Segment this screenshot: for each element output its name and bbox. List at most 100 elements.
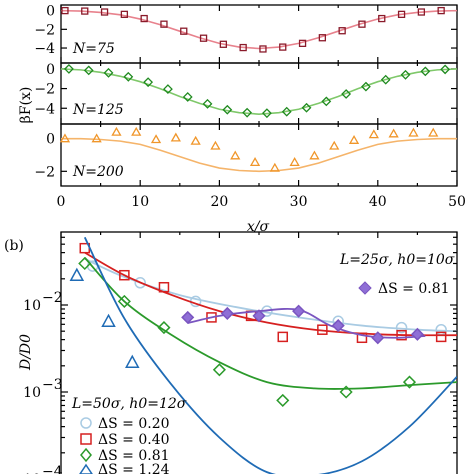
data-point <box>380 74 391 85</box>
legend-right-title: L=25σ, h0=10σ <box>339 252 455 268</box>
series-2 <box>78 256 457 407</box>
data-point <box>119 269 130 281</box>
legend-left-title: L=50σ, h0=12σ <box>71 396 187 412</box>
fit-curve <box>61 137 457 173</box>
data-point <box>157 321 171 335</box>
data-point <box>182 92 193 102</box>
data-point <box>125 354 140 368</box>
y-tick-exponent: −2 <box>42 290 63 306</box>
y-tick-label: −4 <box>34 101 55 117</box>
data-point <box>83 65 94 76</box>
data-point <box>281 106 292 117</box>
data-point <box>181 310 195 324</box>
data-point <box>160 20 168 28</box>
subpanel-n75: 0 −2 −4 N=75 <box>34 4 458 64</box>
y-tick-exponent: −4 <box>42 464 63 474</box>
data-point <box>199 34 208 42</box>
data-point <box>298 39 307 48</box>
data-point <box>131 126 142 136</box>
legend-entry-0.81: ΔS = 0.81 <box>98 448 170 464</box>
data-point <box>358 20 366 28</box>
data-point <box>259 45 267 53</box>
data-point <box>103 67 114 78</box>
legend-left: L=50σ, h0=12σ ΔS = 0.20 ΔS = 0.40 ΔS = 0… <box>71 396 187 474</box>
data-point <box>329 140 340 150</box>
data-point <box>417 8 426 16</box>
data-point <box>440 64 451 75</box>
panel-b-label: (b) <box>4 238 24 254</box>
data-point <box>150 134 162 144</box>
series-3 <box>69 236 457 474</box>
data-point <box>368 129 379 139</box>
y-tick-exponent: −3 <box>42 377 63 393</box>
data-point <box>59 133 71 143</box>
x-tick-label: 20 <box>210 194 228 210</box>
data-point <box>100 8 109 16</box>
data-point <box>341 89 352 99</box>
data-point <box>101 313 116 328</box>
series-1 <box>79 242 457 344</box>
data-point <box>348 135 360 144</box>
panel-b: (b) 10−210−310−4 D/D0 L=25σ, h0=10σ ΔS =… <box>4 231 458 474</box>
data-point <box>318 34 327 42</box>
subpanel-n-label: N=125 <box>72 102 124 118</box>
legend-marker-1.24 <box>79 463 93 474</box>
data-point <box>158 281 170 293</box>
x-axis-panel-a: 0 10 20 30 40 50 <box>57 194 466 210</box>
data-point <box>134 277 146 289</box>
fit-curve <box>60 9 458 50</box>
data-point <box>435 331 447 343</box>
data-point <box>420 66 431 77</box>
legend-marker-0.81 <box>80 447 92 463</box>
fit-curve <box>187 307 426 339</box>
y-tick-label: 0 <box>46 132 55 148</box>
legend-entry-1.24: ΔS = 1.24 <box>98 462 170 474</box>
data-point <box>437 6 445 15</box>
data-point <box>402 375 417 389</box>
data-point <box>317 324 328 335</box>
fit-curve <box>84 257 457 390</box>
y-tick-label: 0 <box>46 62 55 78</box>
panel-a-xlabel: x/σ <box>247 219 270 235</box>
x-tick-label: 50 <box>448 194 466 210</box>
data-point <box>339 385 353 399</box>
data-point <box>289 157 300 166</box>
data-point <box>91 133 102 143</box>
data-point <box>180 27 188 35</box>
data-point <box>262 108 272 119</box>
data-point <box>397 10 406 19</box>
data-point <box>276 393 290 407</box>
data-point <box>252 309 266 323</box>
data-point <box>408 127 419 137</box>
data-point <box>117 294 131 308</box>
data-point <box>249 157 261 166</box>
x-tick-label: 30 <box>290 194 308 210</box>
data-point <box>219 40 228 48</box>
data-point <box>170 132 181 142</box>
panel-a: 0−2−4 N=75 0−2−4 N=125 0−2 N=200 0 10 20 30 40 5… <box>18 4 466 235</box>
legend-right-entry: ΔS = 0.81 <box>378 281 450 297</box>
data-point <box>371 331 385 345</box>
y-tick-label: 10 <box>23 298 41 314</box>
legend-marker-0.20 <box>80 417 92 429</box>
data-point <box>279 43 287 51</box>
data-point <box>212 363 226 377</box>
data-point <box>388 128 399 138</box>
data-point <box>361 81 371 92</box>
y-tick-label: −4 <box>34 41 55 57</box>
data-point <box>78 256 92 271</box>
subpanel-frame <box>60 4 458 64</box>
data-point <box>220 306 234 320</box>
fit-curve <box>60 68 458 115</box>
data-point <box>396 329 407 341</box>
data-point <box>202 98 213 109</box>
ylabel-beta: βF(x) <box>18 87 34 124</box>
y-tick-label: 0 <box>46 4 55 20</box>
subpanel-n125: 0 −2 −4 N=125 <box>34 62 458 125</box>
data-point <box>69 267 85 281</box>
data-point <box>356 332 368 344</box>
panel-a-ylabel: βF(x) <box>18 87 34 124</box>
data-point <box>309 150 320 160</box>
data-point <box>242 107 253 118</box>
